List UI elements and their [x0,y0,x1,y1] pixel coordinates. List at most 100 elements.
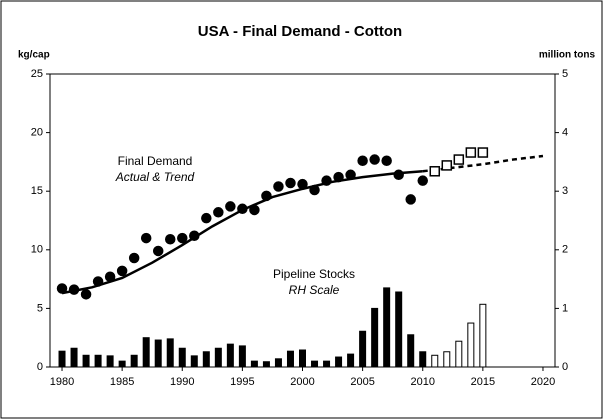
point [261,190,272,202]
point [465,147,477,158]
point [477,147,489,158]
y-tick-label: 0 [37,361,43,373]
y2-tick-label: 0 [562,361,568,373]
point [92,276,104,287]
bar [407,334,415,368]
x-tick-label: 1985 [110,376,134,388]
bar [395,291,403,368]
point [201,212,212,224]
point [213,207,224,218]
y2-tick-label: 4 [562,127,568,139]
y-tick-label: 5 [37,302,43,314]
point [164,234,176,245]
bar [178,347,186,368]
point [237,203,248,215]
annotation: Pipeline Stocks [273,267,355,281]
bar [142,337,150,368]
point [417,175,428,186]
point [56,283,68,294]
bar [94,354,102,368]
point [297,178,308,190]
point [381,155,392,166]
bar [70,347,78,368]
y2-tick-label: 5 [562,68,568,80]
bar [154,339,162,368]
bar [455,340,463,368]
bar [106,355,114,368]
bar [443,351,451,368]
point [177,232,188,244]
bar [299,349,306,368]
y-tick-label: 20 [31,127,43,139]
point [80,289,92,300]
x-tick-label: 2020 [531,376,555,388]
y-axis-label: kg/cap [18,50,50,61]
point [189,230,200,241]
y2-tick-label: 3 [562,185,568,197]
bar [262,361,270,368]
bar [190,355,198,368]
point [429,166,441,177]
bar [467,322,475,368]
y2-tick-label: 1 [562,302,568,314]
bar [431,354,439,368]
bar [202,351,210,368]
point [104,271,116,283]
bar [479,303,487,368]
x-tick-label: 1990 [170,376,194,388]
point [405,194,416,205]
x-tick-label: 2000 [290,376,314,388]
point [357,155,368,166]
bar [371,307,379,368]
point [225,201,236,212]
chart-title: USA - Final Demand - Cotton [198,23,402,40]
bar [118,360,126,368]
point [453,154,465,165]
bar [250,360,258,368]
point [273,181,284,192]
annotation: RH Scale [289,283,340,297]
bar [226,343,234,368]
bar [383,287,391,368]
point [152,245,164,257]
point [68,284,80,295]
bar [130,354,138,368]
point [321,175,332,186]
point [441,160,453,171]
annotation: Actual & Trend [115,170,195,184]
point [309,184,320,196]
point [249,204,260,216]
x-tick-label: 2015 [471,376,495,388]
y2-tick-label: 2 [562,244,568,256]
y2-axis-label: million tons [539,50,596,61]
bar [82,354,90,368]
point [128,252,140,264]
annotation: Final Demand [118,154,193,168]
bar [335,356,343,368]
bar [347,353,355,368]
bar [214,347,222,368]
y-tick-label: 10 [31,244,43,256]
point [369,154,380,165]
bar [419,351,427,368]
bar [359,330,367,368]
x-tick-label: 1995 [230,376,254,388]
x-tick-label: 1980 [50,376,74,388]
bar [166,338,174,368]
x-tick-label: 2005 [350,376,374,388]
bar [323,360,331,368]
bar [238,345,246,368]
point [140,232,152,244]
bar [58,350,66,368]
point [333,171,344,183]
bar [311,360,319,368]
bar [286,350,294,368]
point [393,169,404,181]
point [285,177,296,189]
point [345,169,356,181]
bar [274,358,282,368]
point [116,265,128,277]
x-tick-label: 2010 [410,376,434,388]
